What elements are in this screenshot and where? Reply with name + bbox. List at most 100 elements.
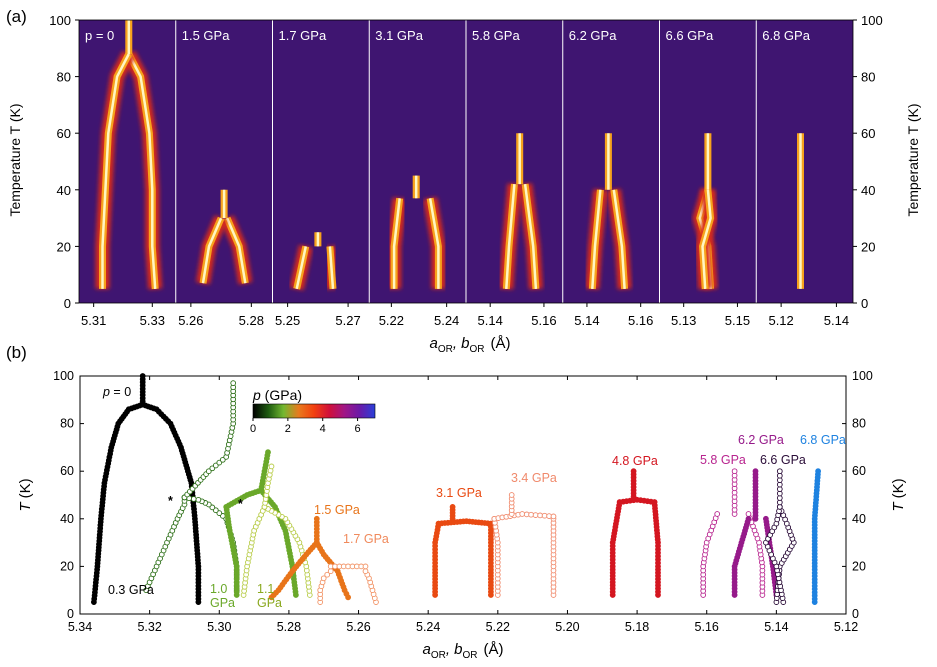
y-tick-label-right: 80 <box>861 70 875 85</box>
panel-a-ylabel-left: Temperature T (K) <box>7 103 23 216</box>
panel-b-axes: 5.34 5.32 5.30 5.28 5.26 5.24 5.22 5.20 5.18 5.16… <box>53 369 873 634</box>
y-tick-label-left: 60 <box>57 126 71 141</box>
series-annotation: 1.5 GPa <box>314 503 360 517</box>
y-tick-label-right: 0 <box>861 296 868 311</box>
data-point <box>714 511 721 517</box>
heatmap-subpanel: 3.1 GPa <box>375 28 446 289</box>
panel-b-label: (b) <box>6 343 27 362</box>
data-point <box>216 510 223 516</box>
series-1-7-gpa <box>317 563 379 605</box>
series-annotation: 3.4 GPa <box>511 471 557 485</box>
panel-b-ylabel-right: T (K) <box>890 478 907 511</box>
x-tick-label: 5.26 <box>178 313 203 328</box>
heatmap-ridge-core <box>328 246 335 289</box>
series-annotation: 6.6 GPa <box>760 453 806 467</box>
series-annotation: 1.7 GPa <box>343 532 389 546</box>
heatmap-ridge-core <box>225 217 247 284</box>
x-tick-label: 5.32 <box>137 620 161 634</box>
heatmap-subpanel: 6.6 GPa <box>666 28 718 290</box>
heatmap-subpanel: 1.7 GPa <box>279 28 340 291</box>
data-point <box>508 492 515 498</box>
x-tick-label: 5.33 <box>140 313 165 328</box>
x-tick-label: 5.14 <box>574 313 599 328</box>
x-tick-label: 5.22 <box>379 313 404 328</box>
series-annotation: 6.2 GPa <box>738 433 784 447</box>
x-tick-label: 5.26 <box>346 620 370 634</box>
x-tick-label: 5.31 <box>81 313 106 328</box>
series-annotation: p = 0 <box>102 385 131 399</box>
series-annotation: 1.1 GPa <box>257 582 282 610</box>
y-tick-label-left: 40 <box>60 512 74 526</box>
x-tick-label: 5.16 <box>628 313 653 328</box>
y-tick-label-left: 100 <box>49 13 71 28</box>
x-tick-label: 5.12 <box>768 313 793 328</box>
colorbar-tick-label: 4 <box>320 423 326 435</box>
data-point <box>212 462 219 469</box>
y-tick-label-right: 100 <box>861 13 883 28</box>
heatmap-ridge-core <box>201 217 223 284</box>
data-point <box>745 511 752 517</box>
heatmap-ridge-core <box>701 189 712 289</box>
data-point <box>139 373 146 379</box>
heatmap-ridge-core <box>428 198 440 289</box>
heatmap-subpanel: 6.2 GPa <box>569 28 632 290</box>
series-annotation: * <box>168 494 173 508</box>
series-1-5-gpa <box>268 515 351 601</box>
data-point <box>324 571 331 578</box>
series-annotation: * <box>238 497 243 511</box>
panel-a-frame <box>78 19 854 304</box>
subpanel-pressure-label: 3.1 GPa <box>375 28 423 43</box>
y-tick-label-left: 80 <box>60 417 74 431</box>
y-tick-label-right: 40 <box>852 512 866 526</box>
y-tick-label-left: 20 <box>60 559 74 573</box>
data-point <box>209 504 216 511</box>
x-tick-label: 5.16 <box>531 313 556 328</box>
panel-b-plot-area: p = 0 0.3 GPa 1.0 GPa 1.1 GPa 1.5 GPa 1.7 GPa 3.… <box>91 373 846 610</box>
data-point <box>230 380 237 386</box>
subpanel-pressure-label: 1.7 GPa <box>279 28 327 43</box>
panel-a-heatmaps: p = 0 1.5 GPa 1.7 GPa 3.1 GPa 5.8 GPa 6.2 GPa… <box>79 20 853 303</box>
series-4-8-gpa <box>609 468 661 598</box>
data-point <box>550 513 557 520</box>
data-point <box>651 499 658 505</box>
colorbar-bar <box>252 403 376 419</box>
heatmap-ridge-core <box>295 246 308 290</box>
y-tick-label-left: 0 <box>67 607 74 621</box>
y-tick-label-left: 100 <box>53 369 74 383</box>
data-point <box>449 503 456 510</box>
x-tick-label: 5.24 <box>416 620 440 634</box>
subpanel-pressure-label: 5.8 GPa <box>472 28 520 43</box>
y-tick-label-right: 80 <box>852 417 866 431</box>
series-annotation: 5.8 GPa <box>700 453 746 467</box>
subpanel-pressure-label: 6.6 GPa <box>666 28 714 43</box>
heatmap-ridge-core <box>127 53 157 289</box>
colorbar-ticks: 0 2 4 6 <box>250 418 361 435</box>
y-tick-label-right: 100 <box>852 369 873 383</box>
series-p-0 <box>91 373 202 605</box>
heatmap-subpanel: 1.5 GPa <box>182 28 253 285</box>
heatmap-ridge-core <box>612 189 626 289</box>
y-tick-label-right: 60 <box>852 464 866 478</box>
x-tick-label: 5.12 <box>834 620 858 634</box>
heatmap-ridge-core <box>523 183 538 289</box>
heatmap-ridge-core <box>101 53 130 289</box>
data-point <box>265 449 271 456</box>
panel-b-ylabel-left: T (K) <box>17 478 34 511</box>
x-tick-label: 5.20 <box>555 620 579 634</box>
data-point <box>268 463 275 470</box>
data-point <box>195 496 202 503</box>
x-tick-label: 5.27 <box>335 313 360 328</box>
y-tick-label-left: 0 <box>64 296 71 311</box>
y-tick-label-right: 40 <box>861 183 875 198</box>
colorbar-label: p (GPa) <box>252 387 302 403</box>
series-3-4-gpa <box>491 492 557 598</box>
x-tick-label: 5.15 <box>725 313 750 328</box>
data-point <box>776 468 783 475</box>
colorbar-tick-label: 0 <box>250 423 256 435</box>
data-point <box>313 515 320 522</box>
x-tick-label: 5.34 <box>68 620 92 634</box>
x-tick-label: 5.28 <box>239 313 264 328</box>
colorbar-tick-label: 2 <box>285 423 291 435</box>
series-annotation: 0.3 GPa <box>108 583 154 597</box>
y-tick-label-left: 80 <box>57 70 71 85</box>
